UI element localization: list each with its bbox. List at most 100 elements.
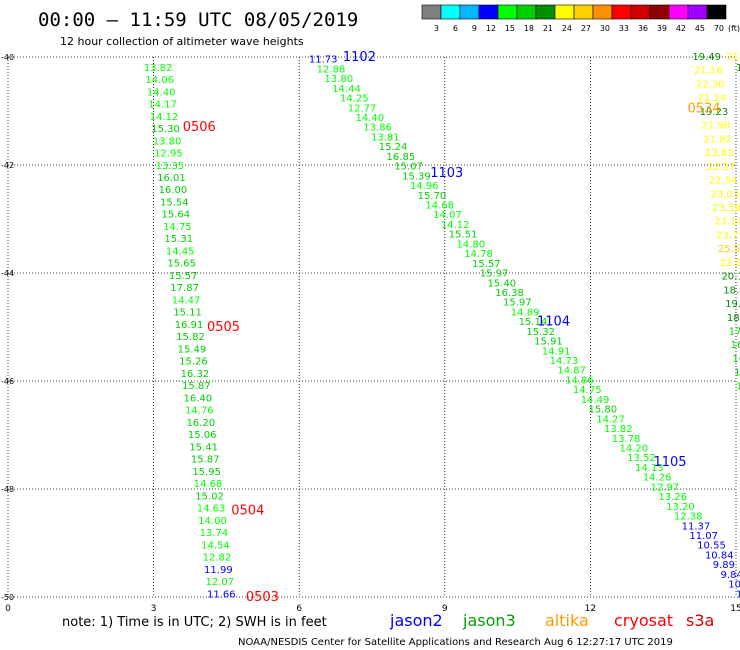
wave-height-value: 25.59 <box>718 244 740 255</box>
wave-height-value: 14.27 <box>596 414 625 425</box>
wave-height-value: 12.97 <box>651 482 680 493</box>
wave-height-value: 17.29 <box>729 327 740 338</box>
chart-subtitle: 12 hour collection of altimeter wave hei… <box>60 35 304 48</box>
pass-label: 0504 <box>231 504 264 519</box>
wave-height-value: 16.32 <box>181 369 210 380</box>
wave-height-value: 14.96 <box>410 181 439 192</box>
wave-height-value: 21.24 <box>698 93 727 104</box>
wave-height-value: 17.10 <box>734 368 740 379</box>
wave-height-value: 15.57 <box>472 259 501 270</box>
wave-height-value: 14.68 <box>194 479 223 490</box>
wave-height-value: 23.59 <box>712 203 740 214</box>
legend-label: 9 <box>472 24 477 33</box>
legend-label: 39 <box>657 24 667 33</box>
chart-title: 00:00 – 11:59 UTC 08/05/2019 <box>38 9 358 31</box>
wave-height-value: 12.77 <box>348 103 377 114</box>
wave-height-value: 15.07 <box>394 162 423 173</box>
legend-label: 6 <box>453 24 458 33</box>
wave-height-value: 15.87 <box>182 381 211 392</box>
legend-swatch <box>649 4 670 20</box>
wave-height-value: 11.73 <box>309 55 338 66</box>
pass-label: 0506 <box>183 120 216 135</box>
satellite-cryosat: cryosat <box>614 611 673 630</box>
legend-swatch <box>516 4 537 20</box>
wave-height-value: 13.74 <box>200 528 229 539</box>
wave-height-value: 12.38 <box>674 512 703 523</box>
satellite-jason2: jason2 <box>389 611 443 630</box>
wave-height-value: 10.00 <box>728 580 740 591</box>
legend-swatch <box>440 4 461 20</box>
wave-height-value: 13.82 <box>144 63 173 74</box>
wave-height-value: 16.85 <box>387 152 416 163</box>
wave-height-value: 17.87 <box>170 283 199 294</box>
wave-height-value: 15.57 <box>169 271 198 282</box>
color-legend: 3 6 9 12 15 18 21 24 27 30 33 36 39 42 45 70 (ft) <box>421 4 740 33</box>
wave-height-value: 15.51 <box>449 230 478 241</box>
pass-label: 0505 <box>207 320 240 335</box>
wave-height-value: 22.36 <box>720 258 740 269</box>
x-tick-label: 3 <box>151 604 157 614</box>
legend-label: 3 <box>434 24 439 33</box>
wave-height-value: 15.82 <box>176 332 205 343</box>
wave-height-value: 16.20 <box>186 418 215 429</box>
wave-height-value: 14.91 <box>542 346 571 357</box>
legend-label: 36 <box>638 24 648 33</box>
wave-height-value: 15.24 <box>379 142 408 153</box>
wave-height-value: 15.70 <box>418 191 447 202</box>
wave-height-value: 12.95 <box>154 149 183 160</box>
wave-height-value: 14.00 <box>198 516 227 527</box>
wave-height-value: 14.17 <box>148 100 177 111</box>
wave-height-value: 14.73 <box>550 356 579 367</box>
wave-height-value: 14.40 <box>147 87 176 98</box>
wave-height-value: 13.82 <box>604 424 633 435</box>
plot-area: 0 3 6 9 12 15-40-42-44-46-48-5013.8214.0614.4… <box>1 50 740 614</box>
wave-height-value: 14.89 <box>511 307 540 318</box>
legend-swatch <box>573 4 594 20</box>
wave-height-value: 13.86 <box>363 123 392 134</box>
wave-height-value: 15.30 <box>151 124 180 135</box>
wave-height-value: 21.82 <box>703 134 732 145</box>
wave-height-value: 15.97 <box>480 269 509 280</box>
wave-height-value: 20.16 <box>721 272 740 283</box>
wave-height-value: 15.54 <box>160 197 189 208</box>
legend-swatch <box>687 4 708 20</box>
legend-unit: (ft) <box>728 24 740 33</box>
wave-height-value: 19.49 <box>692 52 721 63</box>
legend-swatch <box>668 4 689 20</box>
wave-height-value: 15.14 <box>519 317 548 328</box>
legend-label: 15 <box>505 24 515 33</box>
y-tick-label: -46 <box>1 377 14 386</box>
legend-label: 27 <box>581 24 591 33</box>
wave-height-value: 16.07 <box>731 340 740 351</box>
y-tick-label: -48 <box>1 485 14 494</box>
legend-swatch <box>592 4 613 20</box>
x-tick-label: 6 <box>296 604 302 614</box>
wave-height-value: 14.63 <box>197 504 226 515</box>
wave-height-value: 11.66 <box>207 589 236 600</box>
wave-height-value: 15.40 <box>488 278 517 289</box>
wave-height-value: 13.80 <box>324 74 353 85</box>
satellite-altika: altika <box>545 611 589 630</box>
y-tick-label: -42 <box>1 161 14 170</box>
wave-height-value: 12.07 <box>206 577 235 588</box>
satellite-jason3: jason3 <box>462 611 516 630</box>
wave-height-value: 22.30 <box>696 79 725 90</box>
pass-label: 1103 <box>430 166 463 181</box>
footer-credit: NOAA/NESDIS Center for Satellite Applica… <box>238 637 673 648</box>
wave-height-value: 19.20 <box>736 63 740 74</box>
legend-swatch <box>554 4 575 20</box>
wave-height-value: 14.45 <box>166 246 195 257</box>
wave-height-value: 14.25 <box>340 94 369 105</box>
pass-label: 1105 <box>653 455 686 470</box>
wave-height-value: 23.57 <box>707 162 736 173</box>
wave-height-value: 16.91 <box>175 320 204 331</box>
wave-height-value: 16.40 <box>184 393 213 404</box>
wave-height-value: 15.41 <box>189 442 218 453</box>
wave-height-value: 14.86 <box>565 375 594 386</box>
wave-height-value: 14.78 <box>464 249 493 260</box>
wave-height-value: 16.00 <box>159 185 188 196</box>
y-tick-label: -40 <box>1 53 14 62</box>
wave-height-value: 14.07 <box>433 210 462 221</box>
wave-height-value: 15.95 <box>192 467 221 478</box>
